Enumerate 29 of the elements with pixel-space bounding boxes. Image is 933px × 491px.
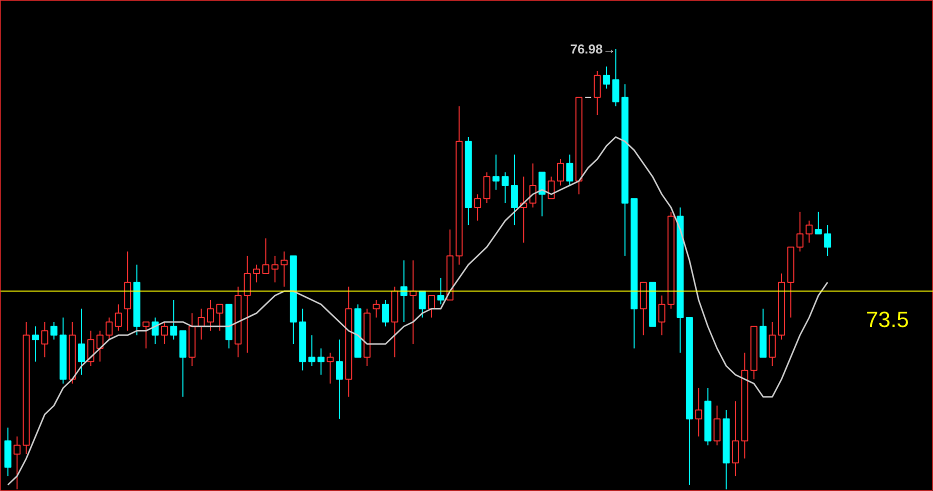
candlestick — [456, 106, 463, 266]
candlestick — [299, 308, 306, 371]
candlestick — [824, 224, 832, 256]
candlestick — [492, 154, 500, 190]
candlestick — [768, 321, 776, 366]
candlestick — [280, 251, 288, 288]
candlestick — [78, 308, 86, 376]
candlestick — [658, 295, 666, 336]
candlestick — [741, 352, 748, 459]
candlestick — [732, 400, 739, 477]
candlestick — [318, 348, 325, 376]
candlestick — [41, 321, 48, 358]
candlestick — [510, 154, 518, 226]
candlestick — [4, 427, 12, 477]
candlestick — [695, 388, 702, 437]
candlestick — [722, 410, 730, 490]
candlestick — [400, 260, 408, 322]
candlestick — [676, 206, 684, 354]
annotation: 76.98→ — [570, 41, 616, 56]
candlestick — [345, 286, 352, 398]
candlestick — [244, 255, 251, 354]
candlestick — [271, 255, 278, 283]
text: 73.5 — [866, 307, 909, 332]
candlestick — [336, 339, 343, 420]
candlestick — [32, 326, 39, 362]
candlestick — [124, 251, 132, 332]
candlestick — [621, 84, 628, 256]
candlestick — [188, 312, 196, 366]
candlestick — [22, 321, 30, 455]
